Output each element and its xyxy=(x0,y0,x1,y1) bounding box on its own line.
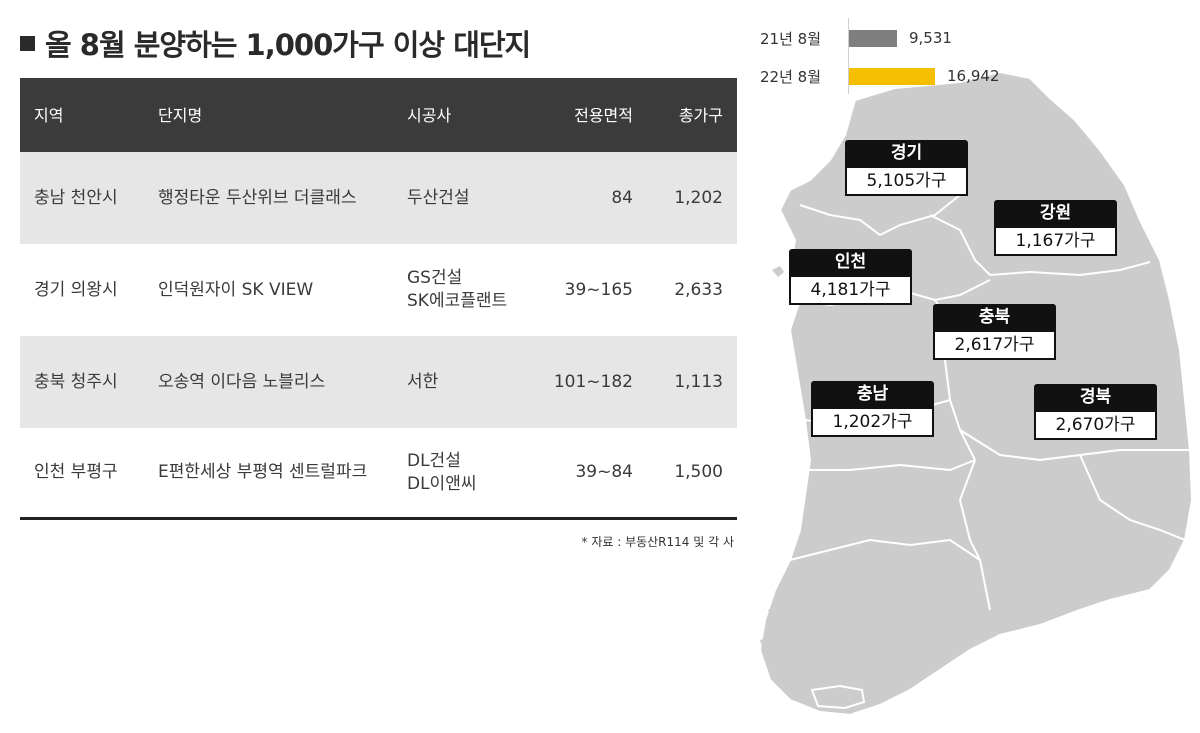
title-bullet-icon xyxy=(20,35,35,51)
cell-area: 101~182 xyxy=(553,371,633,392)
region-callout-incheon: 인천 4,181가구 xyxy=(789,249,912,305)
cell-builder-2: SK에코플랜트 xyxy=(407,291,508,311)
cell-households: 1,500 xyxy=(674,462,723,482)
region-callout-chungnam: 충남 1,202가구 xyxy=(811,381,934,437)
cell-builder-2: DL이앤씨 xyxy=(407,473,477,494)
bar-category-label: 21년 8월 xyxy=(760,29,821,48)
region-callout-gyeongbuk: 경북 2,670가구 xyxy=(1034,384,1157,440)
cell-region: 충남 천안시 xyxy=(34,187,118,208)
cell-households: 1,202 xyxy=(674,187,723,208)
cell-region: 충북 청주시 xyxy=(34,371,118,392)
region-callout-gangwon: 강원 1,167가구 xyxy=(994,200,1117,256)
region-name: 강원 xyxy=(994,200,1117,226)
title-text: 올 8월 분양하는 1,000가구 이상 대단지 xyxy=(45,28,531,62)
table-row: 인천 부평구 E편한세상 부평역 센트럴파크 DL건설 DL이앤씨 39~84 … xyxy=(20,428,737,520)
cell-builder: DL건설 DL이앤씨 xyxy=(407,450,476,496)
header-complex: 단지명 xyxy=(158,105,203,125)
header-households: 총가구 xyxy=(678,105,723,125)
region-value: 1,167가구 xyxy=(994,226,1117,256)
page-title: 올 8월 분양하는 1,000가구 이상 대단지 xyxy=(20,22,531,64)
region-name: 경기 xyxy=(845,140,968,166)
bar-row: 22년 8월 16,942 xyxy=(760,64,1000,88)
table-header: 지역 단지명 시공사 전용면적 총가구 xyxy=(20,78,737,152)
region-value: 1,202가구 xyxy=(811,407,934,437)
cell-area: 39~165 xyxy=(564,279,633,300)
table-row: 충북 청주시 오송역 이다음 노블리스 서한 101~182 1,113 xyxy=(20,336,737,428)
cell-complex: 오송역 이다음 노블리스 xyxy=(158,371,326,392)
source-note: * 자료 : 부동산R114 및 각 사 xyxy=(581,535,735,549)
cell-builder-1: GS건설 xyxy=(407,268,463,288)
bar-value-label: 16,942 xyxy=(947,67,1000,85)
cell-builder-1: 서한 xyxy=(407,371,439,392)
cell-area: 84 xyxy=(611,187,633,208)
region-value: 2,617가구 xyxy=(933,330,1056,360)
bar-axis-line xyxy=(848,18,849,94)
bar xyxy=(849,29,897,47)
cell-builder: 두산건설 xyxy=(407,187,470,210)
cell-region: 인천 부평구 xyxy=(34,462,118,482)
bar-row: 21년 8월 9,531 xyxy=(760,26,952,50)
cell-complex: 인덕원자이 SK VIEW xyxy=(158,279,314,300)
bar-value-label: 9,531 xyxy=(909,29,952,47)
cell-builder: GS건설 SK에코플랜트 xyxy=(407,267,507,313)
cell-builder-1: DL건설 xyxy=(407,450,461,471)
cell-complex: E편한세상 부평역 센트럴파크 xyxy=(158,462,368,482)
cell-households: 2,633 xyxy=(674,279,723,300)
comparison-bar-chart: 21년 8월 9,531 22년 8월 16,942 xyxy=(760,18,1020,96)
table-row: 충남 천안시 행정타운 두산위브 더클래스 두산건설 84 1,202 xyxy=(20,152,737,244)
complex-table: 지역 단지명 시공사 전용면적 총가구 충남 천안시 행정타운 두산위브 더클래… xyxy=(20,78,737,520)
header-builder: 시공사 xyxy=(407,105,452,125)
region-callout-gyeonggi: 경기 5,105가구 xyxy=(845,140,968,196)
bar xyxy=(849,67,935,85)
region-value: 2,670가구 xyxy=(1034,410,1157,440)
header-region: 지역 xyxy=(34,105,64,125)
jeju-island xyxy=(810,684,866,710)
region-name: 충남 xyxy=(811,381,934,407)
table-row: 경기 의왕시 인덕원자이 SK VIEW GS건설 SK에코플랜트 39~165… xyxy=(20,244,737,336)
region-name: 인천 xyxy=(789,249,912,275)
region-name: 충북 xyxy=(933,304,1056,330)
cell-builder: 서한 xyxy=(407,371,438,394)
cell-area: 39~84 xyxy=(575,462,633,482)
header-area: 전용면적 xyxy=(574,105,633,125)
region-value: 5,105가구 xyxy=(845,166,968,196)
cell-region: 경기 의왕시 xyxy=(34,279,118,300)
cell-complex: 행정타운 두산위브 더클래스 xyxy=(158,187,357,208)
region-name: 경북 xyxy=(1034,384,1157,410)
bar-category-label: 22년 8월 xyxy=(760,67,821,86)
cell-households: 1,113 xyxy=(674,371,723,392)
region-value: 4,181가구 xyxy=(789,275,912,305)
cell-builder-1: 두산건설 xyxy=(407,187,470,208)
region-callout-chungbuk: 충북 2,617가구 xyxy=(933,304,1056,360)
